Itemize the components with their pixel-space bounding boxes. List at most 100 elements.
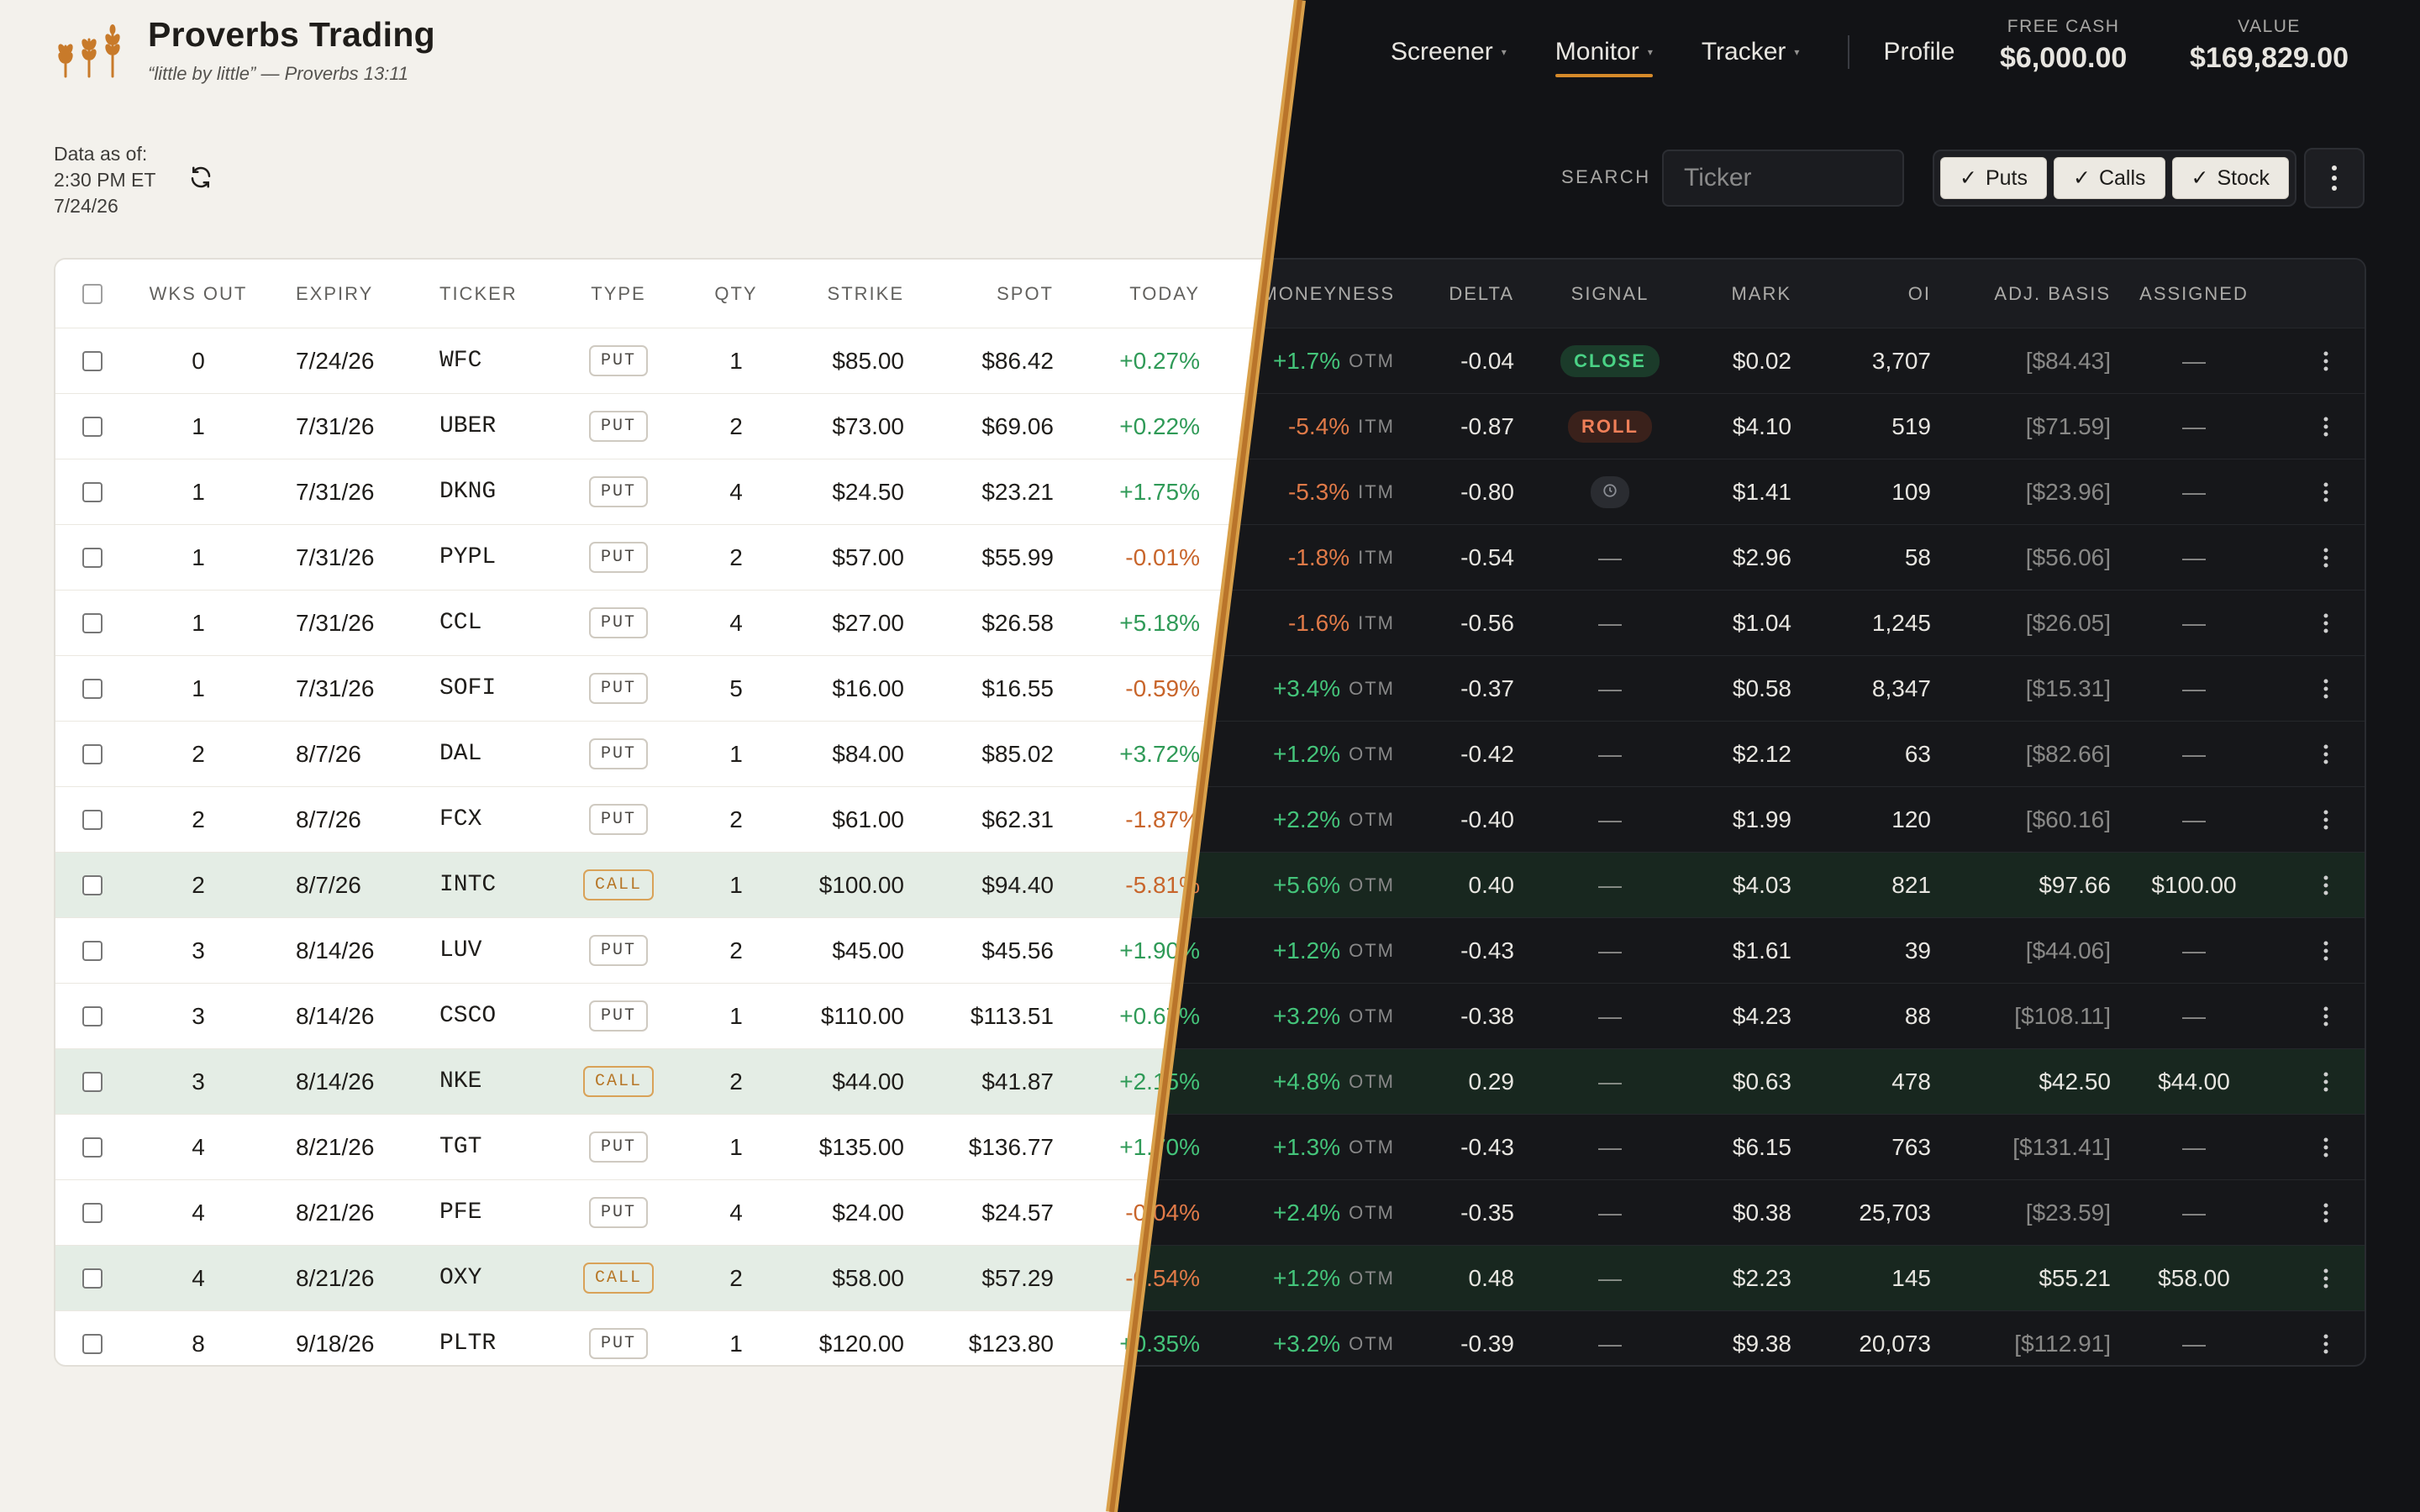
col-spot[interactable]: SPOT (997, 282, 1054, 304)
cell-ticker[interactable]: PYPL (439, 544, 497, 570)
row-checkbox[interactable] (76, 722, 109, 786)
row-menu-button[interactable] (2309, 525, 2343, 590)
signal-badge[interactable]: CLOSE (1560, 344, 1660, 377)
filter-puts-toggle[interactable]: ✓ Puts (1940, 157, 2047, 199)
col-strike[interactable]: STRIKE (827, 282, 904, 304)
cell-ticker[interactable]: INTC (439, 872, 497, 898)
row-checkbox[interactable] (76, 1049, 109, 1114)
row-menu-button[interactable] (2309, 1180, 2343, 1245)
cell-ticker[interactable]: TGT (439, 1134, 482, 1160)
cell-adj-basis: [$56.06] (2025, 543, 2111, 570)
moneyness-value: +1.2% (1272, 1264, 1341, 1291)
cell-today: -0.01% (1125, 543, 1200, 570)
kebab-icon (2323, 679, 2328, 698)
cell-strike: $27.00 (832, 609, 904, 636)
col-assigned[interactable]: ASSIGNED (2139, 282, 2249, 304)
row-menu-button[interactable] (2309, 1311, 2343, 1365)
col-mark[interactable]: MARK (1731, 282, 1791, 304)
ticker-search-input[interactable] (1662, 150, 1904, 207)
row-checkbox[interactable] (76, 1311, 109, 1365)
row-checkbox[interactable] (76, 328, 109, 393)
row-checkbox[interactable] (76, 1246, 109, 1310)
row-menu-button[interactable] (2309, 853, 2343, 917)
row-menu-button[interactable] (2309, 787, 2343, 852)
cell-ticker[interactable]: UBER (439, 413, 497, 439)
filter-stock-toggle[interactable]: ✓ Stock (2171, 157, 2289, 199)
kebab-icon (2323, 482, 2328, 501)
col-expiry[interactable]: EXPIRY (296, 282, 374, 304)
nav-screener[interactable]: Screener ▾ (1391, 34, 1507, 71)
col-ticker[interactable]: TICKER (439, 282, 518, 304)
app-title: Proverbs Trading (148, 15, 436, 54)
cell-strike: $16.00 (832, 675, 904, 701)
col-today[interactable]: TODAY (1129, 282, 1200, 304)
row-menu-button[interactable] (2309, 918, 2343, 983)
row-checkbox[interactable] (76, 525, 109, 590)
col-oi[interactable]: OI (1907, 282, 1931, 304)
cell-ticker[interactable]: LUV (439, 937, 482, 963)
row-checkbox[interactable] (76, 394, 109, 459)
row-menu-button[interactable] (2309, 394, 2343, 459)
cell-ticker[interactable]: CCL (439, 610, 482, 636)
refresh-icon[interactable] (188, 165, 213, 190)
cell-ticker[interactable]: CSCO (439, 1003, 497, 1029)
row-menu-button[interactable] (2309, 591, 2343, 655)
cell-mark: $4.10 (1732, 412, 1791, 439)
row-checkbox[interactable] (76, 787, 109, 852)
cell-expiry: 8/14/26 (296, 1068, 375, 1095)
row-checkbox[interactable] (76, 918, 109, 983)
cell-assigned: — (2182, 412, 2206, 439)
signal-empty: — (1598, 1264, 1622, 1291)
nav-monitor[interactable]: Monitor ▾ (1555, 34, 1653, 77)
row-checkbox[interactable] (76, 1180, 109, 1245)
table-row[interactable]: 1 7/31/26 UBER PUT 2 $73.00 $69.06 +0.22… (1112, 394, 2365, 459)
table-row[interactable]: 2 8/7/26 INTC CALL 1 $100.00 $94.40 -5.8… (1112, 853, 2365, 918)
cell-expiry: 7/31/26 (296, 412, 375, 439)
col-adj-basis[interactable]: ADJ. BASIS (1994, 282, 2111, 304)
row-checkbox[interactable] (76, 591, 109, 655)
cell-signal: — (1555, 591, 1665, 655)
row-menu-button[interactable] (2309, 1049, 2343, 1114)
row-menu-button[interactable] (2309, 328, 2343, 393)
cell-qty: 2 (729, 937, 743, 963)
type-badge: CALL (582, 1263, 654, 1294)
row-menu-button[interactable] (2309, 656, 2343, 721)
col-delta[interactable]: DELTA (1449, 282, 1514, 304)
select-all-checkbox[interactable] (76, 260, 109, 328)
cell-adj-basis: $42.50 (2039, 1068, 2111, 1095)
row-checkbox[interactable] (76, 984, 109, 1048)
cell-ticker[interactable]: OXY (439, 1265, 482, 1291)
row-menu-button[interactable] (2309, 459, 2343, 524)
row-checkbox[interactable] (76, 853, 109, 917)
more-options-button[interactable] (2304, 148, 2365, 208)
cell-ticker[interactable]: SOFI (439, 675, 497, 701)
cell-ticker[interactable]: PFE (439, 1200, 482, 1226)
cell-ticker[interactable]: DKNG (439, 479, 497, 505)
cell-ticker[interactable]: DAL (439, 741, 482, 767)
cell-ticker[interactable]: WFC (439, 348, 482, 374)
row-menu-button[interactable] (2309, 984, 2343, 1048)
cell-wks-out: 4 (192, 1133, 205, 1160)
kebab-icon (2323, 1203, 2328, 1222)
filter-calls-toggle[interactable]: ✓ Calls (2053, 157, 2165, 199)
col-wks-out[interactable]: WKS OUT (149, 282, 248, 304)
col-qty[interactable]: QTY (714, 282, 758, 304)
cell-ticker[interactable]: NKE (439, 1068, 482, 1095)
row-menu-button[interactable] (2309, 1115, 2343, 1179)
row-checkbox[interactable] (76, 459, 109, 524)
row-menu-button[interactable] (2309, 722, 2343, 786)
cell-ticker[interactable]: PLTR (439, 1331, 497, 1357)
row-menu-button[interactable] (2309, 1246, 2343, 1310)
signal-badge[interactable]: ROLL (1568, 410, 1652, 443)
col-type[interactable]: TYPE (591, 282, 646, 304)
nav-tracker[interactable]: Tracker ▾ (1702, 34, 1800, 71)
col-signal[interactable]: SIGNAL (1570, 282, 1649, 304)
kebab-icon (2323, 941, 2328, 960)
nav-profile[interactable]: Profile (1883, 34, 1954, 71)
row-checkbox[interactable] (76, 1115, 109, 1179)
cell-wks-out: 1 (192, 412, 205, 439)
cell-ticker[interactable]: FCX (439, 806, 482, 832)
cell-delta: 0.40 (1468, 871, 1515, 898)
row-checkbox[interactable] (76, 656, 109, 721)
cell-assigned: — (2182, 806, 2206, 832)
